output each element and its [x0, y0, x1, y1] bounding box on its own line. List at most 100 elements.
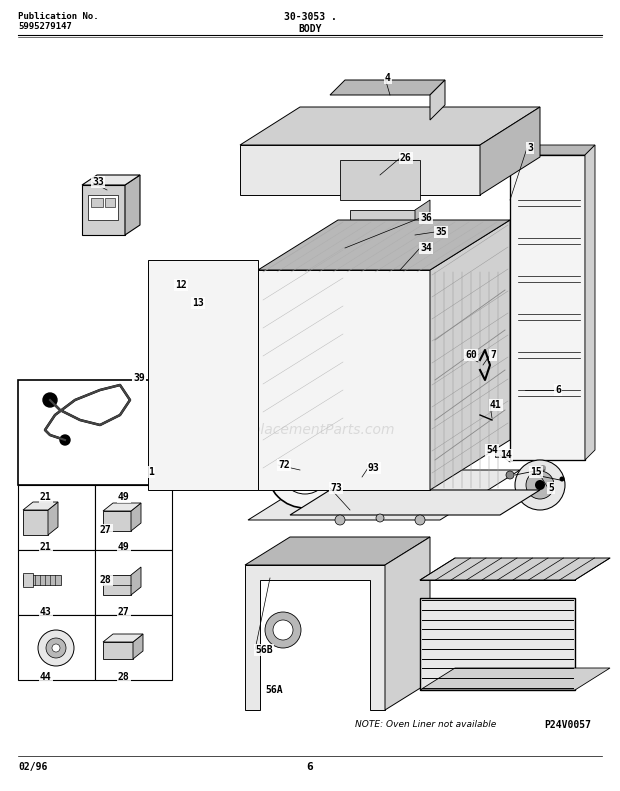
Polygon shape [245, 565, 385, 710]
Polygon shape [23, 510, 48, 535]
Polygon shape [82, 185, 125, 235]
Circle shape [60, 435, 70, 445]
Polygon shape [148, 260, 258, 490]
Text: 12: 12 [175, 280, 187, 290]
Bar [158, 350, 183, 360]
Polygon shape [131, 503, 141, 531]
Text: 93: 93 [368, 463, 379, 473]
Text: Publication No.: Publication No. [18, 12, 99, 21]
Polygon shape [368, 468, 380, 480]
Bar [88, 195, 118, 220]
Bar [23, 573, 33, 587]
Text: NOTE: Oven Liner not available: NOTE: Oven Liner not available [355, 720, 496, 729]
Bar [18, 615, 95, 680]
Circle shape [43, 393, 57, 407]
Text: 6: 6 [307, 762, 313, 772]
Polygon shape [103, 575, 131, 595]
Text: 56B: 56B [255, 645, 273, 655]
Polygon shape [103, 511, 131, 531]
Polygon shape [248, 470, 520, 520]
Circle shape [281, 446, 329, 494]
Text: 02/96: 02/96 [18, 762, 47, 772]
Bar [18, 550, 95, 615]
Polygon shape [258, 270, 430, 490]
Text: 28: 28 [118, 672, 130, 682]
Circle shape [192, 274, 198, 280]
Polygon shape [240, 145, 480, 195]
Polygon shape [420, 558, 610, 580]
Text: 41: 41 [490, 400, 502, 410]
Polygon shape [82, 175, 140, 185]
Circle shape [559, 476, 564, 482]
Text: 49: 49 [118, 492, 130, 502]
Text: 27: 27 [118, 607, 130, 617]
Circle shape [52, 644, 60, 652]
Text: 43: 43 [40, 607, 51, 617]
Circle shape [171, 288, 179, 296]
Polygon shape [103, 503, 141, 511]
Text: 6: 6 [555, 385, 561, 395]
Bar [158, 295, 170, 303]
Text: 28: 28 [100, 575, 112, 585]
Polygon shape [415, 200, 430, 240]
Polygon shape [240, 107, 540, 145]
Circle shape [480, 357, 486, 363]
Circle shape [535, 480, 545, 490]
Circle shape [415, 515, 425, 525]
Text: P24V0057: P24V0057 [544, 720, 591, 730]
Polygon shape [245, 537, 430, 565]
Text: 49: 49 [118, 542, 130, 552]
Polygon shape [585, 145, 595, 460]
Text: BODY: BODY [298, 24, 322, 34]
Text: 21: 21 [40, 542, 51, 552]
Text: 1: 1 [148, 467, 154, 477]
Text: 33: 33 [92, 177, 104, 187]
Text: 26: 26 [400, 153, 412, 163]
Text: 27: 27 [100, 525, 112, 535]
Circle shape [273, 620, 293, 640]
Circle shape [506, 471, 514, 479]
Text: 56A: 56A [265, 685, 283, 695]
Bar [490, 415, 498, 427]
Circle shape [526, 471, 554, 499]
Bar [95, 615, 172, 680]
Text: 44: 44 [40, 672, 51, 682]
Circle shape [38, 630, 74, 666]
Polygon shape [385, 537, 430, 710]
Circle shape [376, 514, 384, 522]
Polygon shape [131, 567, 141, 595]
Text: 21: 21 [40, 492, 51, 502]
Polygon shape [510, 155, 585, 460]
Circle shape [335, 515, 345, 525]
Polygon shape [290, 490, 540, 515]
Polygon shape [335, 240, 410, 255]
Text: 60: 60 [465, 350, 477, 360]
Circle shape [267, 432, 343, 508]
Polygon shape [48, 502, 58, 535]
Polygon shape [258, 220, 510, 270]
Polygon shape [23, 502, 58, 510]
Polygon shape [133, 634, 143, 659]
Bar [95, 550, 172, 615]
Text: 39: 39 [133, 373, 144, 383]
Bar [18, 485, 95, 550]
Polygon shape [103, 642, 133, 659]
Polygon shape [340, 160, 420, 200]
Text: 34: 34 [420, 243, 432, 253]
Polygon shape [330, 80, 445, 95]
Circle shape [540, 465, 546, 471]
Polygon shape [420, 668, 610, 690]
Text: 39: 39 [133, 373, 144, 383]
Polygon shape [103, 634, 143, 642]
Text: 36: 36 [420, 213, 432, 223]
Text: 4: 4 [385, 73, 391, 83]
Bar [105, 198, 115, 207]
Text: 5995279147: 5995279147 [18, 22, 72, 31]
Circle shape [265, 612, 301, 648]
Circle shape [515, 460, 565, 510]
Polygon shape [420, 598, 575, 690]
Text: 7: 7 [490, 350, 496, 360]
Polygon shape [350, 210, 415, 240]
Circle shape [301, 466, 309, 474]
Text: 73: 73 [330, 483, 342, 493]
